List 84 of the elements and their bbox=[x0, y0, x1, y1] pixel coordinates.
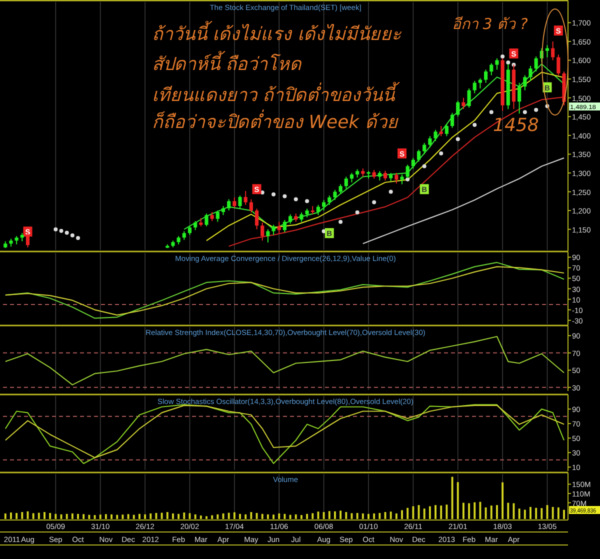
candlestick bbox=[188, 225, 192, 236]
candlestick bbox=[478, 78, 482, 89]
candlestick bbox=[232, 196, 236, 208]
candlestick bbox=[472, 80, 476, 94]
candlestick bbox=[288, 214, 292, 224]
annotation: สัปดาห์นี้ ถือว่าโหด bbox=[152, 50, 303, 75]
annotation: ถ้าวันนี้ เด้งไม่แรง เด้งไม่มีนัยยะ bbox=[152, 20, 402, 45]
candlestick bbox=[194, 220, 198, 231]
point bbox=[522, 110, 527, 114]
candlestick bbox=[444, 124, 448, 137]
point bbox=[54, 227, 58, 232]
candlestick bbox=[490, 62, 494, 76]
point bbox=[439, 151, 444, 156]
point bbox=[472, 122, 477, 127]
line-series bbox=[362, 157, 565, 244]
candlestick bbox=[322, 200, 326, 212]
point bbox=[500, 54, 505, 58]
candlestick bbox=[411, 157, 415, 169]
candlestick bbox=[551, 40, 555, 61]
line-series bbox=[4, 336, 565, 386]
candlestick bbox=[378, 170, 382, 181]
point bbox=[355, 210, 360, 214]
point bbox=[305, 199, 310, 204]
point bbox=[338, 220, 343, 224]
candlestick bbox=[450, 112, 454, 128]
point bbox=[76, 236, 80, 240]
point bbox=[272, 192, 276, 196]
candlestick bbox=[484, 69, 488, 84]
candlestick bbox=[210, 212, 214, 222]
point bbox=[489, 110, 494, 114]
candlestick bbox=[462, 97, 466, 110]
annotation: เทียนแดงยาว ถ้าปิดต่ำของวันนี้ bbox=[152, 81, 401, 106]
candlestick bbox=[439, 126, 443, 137]
candlestick bbox=[221, 206, 226, 216]
candlestick bbox=[556, 54, 560, 76]
candlestick bbox=[238, 195, 242, 210]
point bbox=[64, 230, 69, 235]
point bbox=[456, 137, 460, 142]
candlestick bbox=[350, 172, 354, 183]
candlestick bbox=[277, 221, 281, 234]
point bbox=[59, 228, 64, 233]
candlestick bbox=[272, 224, 276, 236]
point bbox=[372, 200, 376, 204]
candlestick bbox=[254, 208, 259, 230]
candlestick bbox=[434, 129, 438, 142]
candlestick bbox=[394, 172, 398, 184]
annotation: 1458 bbox=[493, 115, 539, 136]
point bbox=[388, 190, 393, 194]
candlestick bbox=[518, 82, 522, 114]
candlestick bbox=[249, 198, 253, 213]
candlestick bbox=[227, 198, 231, 212]
point bbox=[506, 60, 510, 64]
candlestick bbox=[523, 74, 527, 91]
candlestick bbox=[400, 174, 404, 185]
point bbox=[294, 197, 298, 202]
point bbox=[70, 233, 74, 238]
candlestick bbox=[422, 142, 426, 155]
candlestick bbox=[495, 58, 499, 70]
annotation: อีกา 3 ตัว ? bbox=[452, 15, 528, 33]
candlestick bbox=[456, 100, 460, 118]
point bbox=[534, 108, 538, 112]
candlestick bbox=[282, 219, 286, 233]
candlestick bbox=[534, 56, 538, 72]
candlestick bbox=[260, 222, 264, 242]
candlestick bbox=[244, 190, 248, 206]
annotation: ก็ถือว่าจะปิดต่ำของ Week ด้วย bbox=[152, 109, 399, 133]
point bbox=[422, 164, 426, 168]
candlestick bbox=[344, 176, 348, 190]
candlestick bbox=[333, 189, 337, 201]
candlestick bbox=[528, 65, 532, 82]
candlestick bbox=[328, 195, 332, 206]
candlestick bbox=[383, 170, 388, 181]
candlestick bbox=[467, 88, 471, 108]
candlestick bbox=[428, 136, 432, 148]
candlestick bbox=[338, 184, 342, 194]
candlestick bbox=[300, 212, 304, 222]
candlestick bbox=[416, 149, 421, 162]
candlestick bbox=[266, 228, 270, 243]
point bbox=[282, 194, 287, 198]
candlestick bbox=[204, 213, 208, 227]
candlestick bbox=[545, 44, 550, 58]
point bbox=[406, 177, 410, 182]
candlestick bbox=[316, 204, 320, 216]
candlestick bbox=[216, 210, 220, 222]
